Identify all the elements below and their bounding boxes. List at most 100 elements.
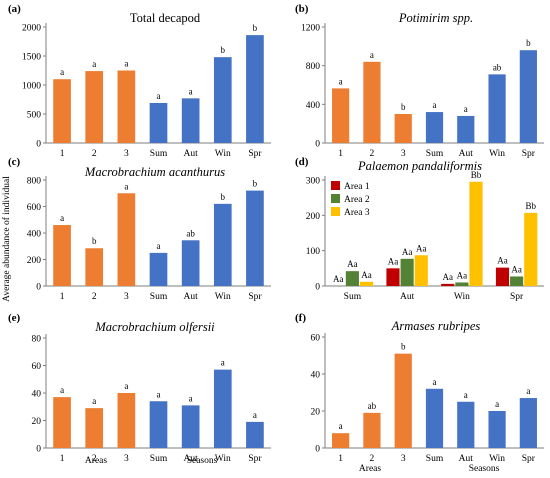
x-tick-label: Aut bbox=[400, 292, 415, 302]
x-tick-label: 2 bbox=[92, 292, 97, 302]
bar-significance-label: a bbox=[370, 50, 374, 60]
bar-significance-label: a bbox=[189, 393, 193, 403]
y-tick-label: 60 bbox=[311, 334, 321, 344]
bar-significance-label: a bbox=[339, 421, 343, 431]
bar-significance-label: b bbox=[401, 342, 406, 352]
bar-Sum bbox=[425, 388, 444, 448]
bar-area2-win bbox=[455, 282, 469, 286]
bar-significance-label: a bbox=[464, 390, 468, 400]
panel-title: Macrobrachium olfersii bbox=[94, 320, 215, 334]
y-axis-label: Average abundance of individual bbox=[1, 176, 12, 302]
bar-2 bbox=[363, 61, 381, 143]
x-tick-label: Aut bbox=[459, 149, 474, 159]
bar-area3-sum bbox=[359, 281, 374, 286]
bar-significance-label: Aa bbox=[333, 274, 344, 284]
legend-label: Area 2 bbox=[344, 195, 370, 205]
bar-2 bbox=[85, 248, 104, 286]
bar-significance-label: Aa bbox=[416, 243, 427, 253]
x-tick-label: Aut bbox=[184, 454, 199, 464]
bar-significance-label: b bbox=[526, 38, 531, 48]
x-tick-label: 3 bbox=[401, 149, 406, 159]
x-tick-label: Spr bbox=[522, 454, 536, 464]
bar-significance-label: a bbox=[433, 100, 437, 110]
bar-significance-label: b bbox=[253, 179, 258, 189]
bar-Spr bbox=[519, 398, 537, 448]
bar-2 bbox=[85, 408, 104, 448]
bar-significance-label: a bbox=[253, 410, 257, 420]
bar-significance-label: a bbox=[60, 385, 64, 395]
bar-Aut bbox=[457, 115, 475, 143]
x-tick-label: Sum bbox=[150, 149, 168, 159]
panel-label: (b) bbox=[295, 3, 309, 15]
x-tick-label: 3 bbox=[124, 149, 129, 159]
bar-3 bbox=[117, 70, 136, 143]
panel-title: Macrobrachium acanthurus bbox=[84, 165, 225, 179]
y-tick-label: 300 bbox=[306, 177, 321, 187]
y-tick-label: 0 bbox=[36, 445, 41, 455]
bar-1 bbox=[53, 79, 71, 143]
bar-Aut bbox=[181, 98, 200, 143]
bar-significance-label: a bbox=[124, 59, 128, 69]
bar-significance-label: a bbox=[339, 76, 343, 86]
bar-significance-label: Aa bbox=[388, 256, 399, 266]
bar-Sum bbox=[425, 112, 444, 143]
bar-Aut bbox=[181, 405, 200, 448]
bar-significance-label: a bbox=[157, 389, 161, 399]
bar-significance-label: Aa bbox=[457, 270, 468, 280]
bar-3 bbox=[394, 114, 412, 143]
panel-a bbox=[43, 23, 271, 144]
bar-significance-label: a bbox=[526, 386, 530, 396]
panel-label: (a) bbox=[8, 3, 21, 15]
bar-significance-label: b bbox=[401, 102, 406, 112]
bar-significance-label: b bbox=[221, 45, 226, 55]
bar-significance-label: a bbox=[124, 181, 128, 191]
bar-2 bbox=[363, 412, 381, 448]
legend-swatch bbox=[331, 194, 340, 203]
bar-Aut bbox=[181, 240, 200, 286]
panel-b bbox=[322, 23, 544, 144]
bar-Aut bbox=[457, 401, 475, 448]
x-group-label-seasons: Seasons bbox=[469, 464, 500, 474]
bar-Spr bbox=[246, 35, 264, 144]
bar-Spr bbox=[246, 421, 264, 448]
legend-label: Area 3 bbox=[344, 208, 370, 218]
bar-2 bbox=[85, 71, 104, 143]
bar-significance-label: a bbox=[124, 381, 128, 391]
x-tick-label: 1 bbox=[60, 292, 65, 302]
x-tick-label: Win bbox=[454, 292, 470, 302]
bar-Win bbox=[213, 57, 232, 143]
legend-label: Area 1 bbox=[344, 182, 370, 192]
x-tick-label: Win bbox=[215, 292, 231, 302]
bar-significance-label: b bbox=[221, 192, 226, 202]
x-tick-label: 1 bbox=[60, 149, 65, 159]
x-tick-label: Sum bbox=[150, 454, 168, 464]
bar-3 bbox=[394, 353, 412, 448]
legend-swatch bbox=[331, 181, 340, 190]
x-tick-label: Sum bbox=[426, 149, 444, 159]
x-tick-label: Win bbox=[215, 149, 231, 159]
bar-significance-label: ab bbox=[368, 401, 377, 411]
bar-Win bbox=[213, 369, 232, 448]
x-tick-label: 3 bbox=[401, 454, 406, 464]
y-tick-label: 20 bbox=[311, 408, 321, 418]
y-tick-label: 40 bbox=[32, 390, 42, 400]
bar-significance-label: a bbox=[60, 213, 64, 223]
y-tick-label: 20 bbox=[32, 417, 42, 427]
x-tick-label: Win bbox=[489, 149, 505, 159]
bar-significance-label: a bbox=[495, 399, 499, 409]
x-tick-label: Sum bbox=[426, 454, 444, 464]
y-tick-label: 100 bbox=[306, 247, 321, 257]
x-tick-label: 2 bbox=[370, 149, 375, 159]
y-tick-label: 1000 bbox=[22, 82, 41, 92]
y-tick-label: 800 bbox=[27, 177, 42, 187]
bar-area2-sum bbox=[345, 271, 359, 286]
x-tick-label: 2 bbox=[370, 454, 375, 464]
bar-area3-win bbox=[469, 181, 483, 286]
x-tick-label: Win bbox=[489, 454, 505, 464]
y-tick-label: 500 bbox=[27, 111, 42, 121]
bar-significance-label: Aa bbox=[347, 259, 358, 269]
x-tick-label: Spr bbox=[510, 292, 524, 302]
panel-label: (f) bbox=[295, 312, 306, 324]
panel-c bbox=[43, 176, 271, 287]
x-tick-label: Win bbox=[215, 454, 231, 464]
